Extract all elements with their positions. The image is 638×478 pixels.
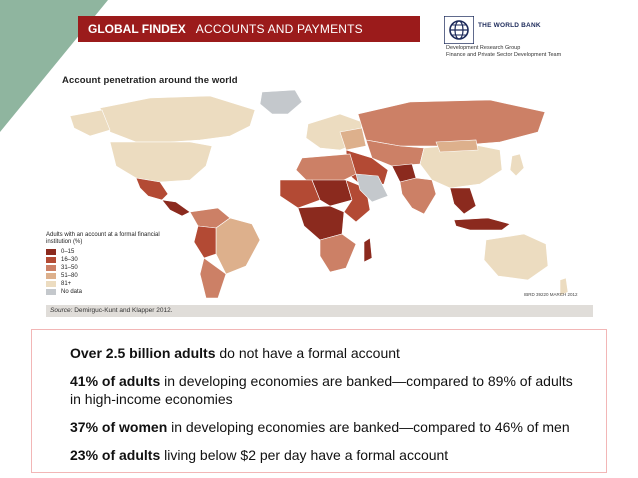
fact-item: 37% of women in developing economies are… <box>70 418 586 436</box>
map-region-australia <box>483 233 549 281</box>
legend-swatch <box>46 265 56 271</box>
fact-item: 23% of adults living below $2 per day ha… <box>70 446 586 464</box>
source-text: Demirguc-Kunt and Klapper 2012. <box>74 307 173 314</box>
map-region-japan <box>509 153 525 177</box>
map-region-brazil <box>215 217 261 275</box>
fact-text: in developing economies are banked—compa… <box>70 373 573 407</box>
legend-swatch <box>46 281 56 287</box>
world-bank-logo-icon <box>444 16 474 44</box>
map-region-west-africa <box>279 179 321 209</box>
fact-highlight: 37% of women <box>70 419 168 435</box>
header-subtitle: ACCOUNTS AND PAYMENTS <box>195 22 363 36</box>
legend-item: 31–50 <box>46 264 186 272</box>
fact-item: Over 2.5 billion adults do not have a fo… <box>70 344 586 362</box>
legend-item: No data <box>46 288 186 296</box>
brand-line-2: Finance and Private Sector Development T… <box>446 52 562 58</box>
map-region-madagascar <box>363 237 373 263</box>
legend-label: 81+ <box>61 281 72 287</box>
world-choropleth-map <box>69 89 569 299</box>
legend-swatch <box>46 249 56 255</box>
legend-item: 0–15 <box>46 248 186 256</box>
legend-item: 81+ <box>46 280 186 288</box>
brand-line-1: Development Research Group <box>446 45 521 51</box>
map-region-central-america <box>161 199 191 217</box>
map-region-central-africa <box>297 205 345 241</box>
facts-box: Over 2.5 billion adults do not have a fo… <box>31 329 607 473</box>
map-region-north-africa <box>295 153 357 183</box>
header-title: GLOBAL FINDEX <box>88 22 186 36</box>
source-bar: Source: Demirguc-Kunt and Klapper 2012. <box>46 305 593 317</box>
map-region-indonesia <box>453 217 511 231</box>
legend-swatch <box>46 257 56 263</box>
map-region-china <box>419 143 503 189</box>
fact-item: 41% of adults in developing economies ar… <box>70 372 586 408</box>
legend-title: Adults with an account at a formal finan… <box>46 232 160 245</box>
map-region-southern-africa <box>319 233 357 273</box>
map-region-sahel <box>311 179 353 207</box>
legend-item: 16–30 <box>46 256 186 264</box>
map-region-greenland <box>259 89 303 115</box>
legend-swatch <box>46 273 56 279</box>
fact-highlight: 23% of adults <box>70 447 161 463</box>
map-region-new-zealand <box>559 277 569 297</box>
map-title: Account penetration around the world <box>62 75 238 86</box>
brand-name: THE WORLD BANK <box>478 22 541 29</box>
map-region-mongolia <box>435 139 479 153</box>
map-region-arabia <box>355 173 389 203</box>
fact-highlight: Over 2.5 billion adults <box>70 345 216 361</box>
map-region-usa <box>109 141 213 183</box>
legend-item: 51–80 <box>46 272 186 280</box>
fact-text: do not have a formal account <box>215 345 400 361</box>
map-region-alaska <box>69 109 111 137</box>
map-region-argentina-chile <box>199 257 227 299</box>
fact-text: in developing economies are banked—compa… <box>167 419 570 435</box>
map-region-peru-bolivia <box>193 225 217 259</box>
legend-label: No data <box>61 289 83 295</box>
source-label: Source: <box>50 307 73 314</box>
map-region-southeast-asia <box>449 187 477 215</box>
legend-label: 0–15 <box>61 249 75 255</box>
map-legend: Adults with an account at a formal finan… <box>46 232 186 296</box>
legend-label: 31–50 <box>61 265 78 271</box>
legend-swatch <box>46 289 56 295</box>
map-region-russia <box>357 99 546 147</box>
map-stamp: IBRD 39220 MARCH 2012 <box>524 292 578 297</box>
fact-text: living below $2 per day have a formal ac… <box>160 447 449 463</box>
map-region-eastern-europe <box>339 127 367 151</box>
legend-label: 51–80 <box>61 273 78 279</box>
legend-label: 16–30 <box>61 257 78 263</box>
map-region-canada <box>99 95 256 143</box>
map-region-india <box>399 177 437 215</box>
fact-highlight: 41% of adults <box>70 373 161 389</box>
legend-items: 0–15 16–30 31–50 51–80 81+ No data <box>46 248 186 296</box>
header-bar: GLOBAL FINDEX ACCOUNTS AND PAYMENTS <box>78 16 420 42</box>
